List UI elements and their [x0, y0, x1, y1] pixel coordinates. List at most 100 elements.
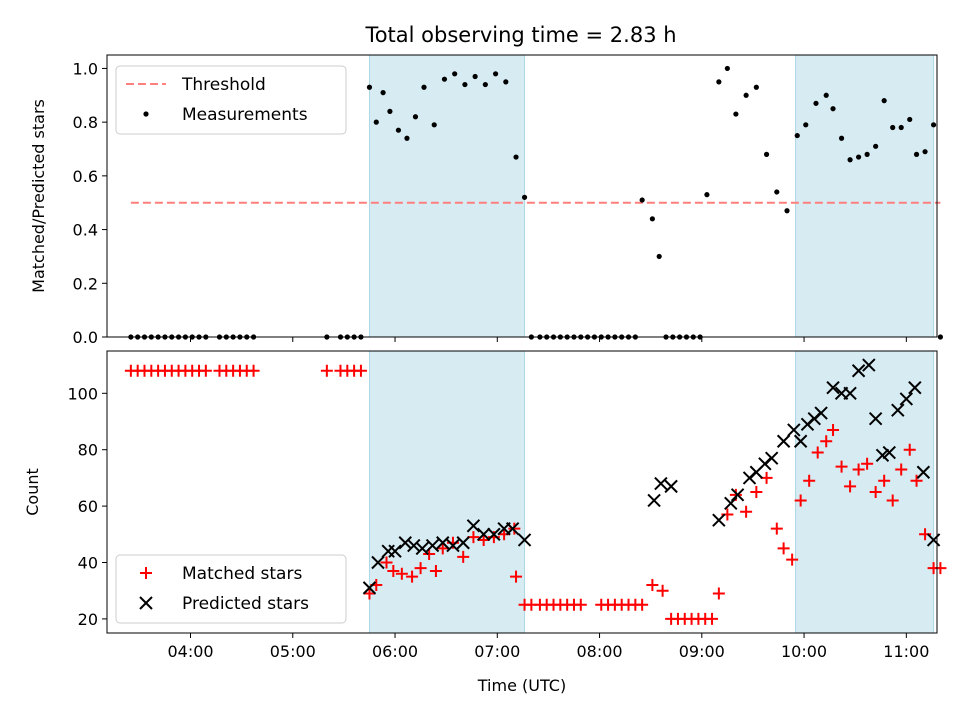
- matched-star-point: [656, 584, 669, 597]
- predicted-star-point: [926, 533, 941, 547]
- matched-star-point: [895, 463, 908, 476]
- y-tick-label: 20: [78, 610, 98, 629]
- legend-swatch: [140, 567, 152, 579]
- measurement-point: [521, 194, 528, 200]
- predicted-star-point: [476, 527, 491, 542]
- measurement-point: [492, 71, 499, 77]
- matched-star-point: [878, 474, 891, 487]
- y-tick-label: 40: [78, 554, 98, 573]
- matched-star-point: [706, 612, 719, 625]
- predicted-star-point: [505, 521, 520, 536]
- x-tick-label: 10:00: [781, 642, 827, 661]
- measurement-point: [733, 111, 739, 117]
- predicted-star-point: [456, 536, 470, 550]
- measurement-point: [395, 127, 402, 133]
- x-tick-label: 05:00: [270, 642, 316, 661]
- measurement-point: [838, 135, 845, 141]
- shaded-region: [795, 54, 935, 338]
- measurement-point: [830, 106, 836, 112]
- y-tick-label: 0.8: [73, 113, 98, 132]
- predicted-star-point: [868, 411, 883, 426]
- predicted-star-point: [862, 358, 876, 372]
- matched-star-point: [363, 587, 376, 600]
- measurement-point: [462, 81, 468, 88]
- bottom-panel-marks: [124, 358, 947, 625]
- measurement-point: [421, 84, 427, 90]
- measurement-point: [431, 122, 437, 128]
- matched-star-point: [820, 435, 833, 448]
- predicted-star-point: [664, 479, 678, 494]
- shaded-region: [795, 350, 935, 634]
- bottom-y-axis-label: Count: [23, 468, 42, 516]
- measurement-point: [898, 124, 904, 131]
- chart-title: Total observing time = 2.83 h: [364, 23, 676, 47]
- predicted-star-point: [882, 445, 896, 460]
- measurement-point: [724, 65, 730, 72]
- legend-swatch: [139, 596, 153, 610]
- measurement-point: [873, 143, 879, 149]
- bottom-panel-shaded-regions: [368, 350, 935, 634]
- measurement-point: [482, 81, 488, 88]
- shaded-region: [368, 54, 526, 338]
- measurement-point: [649, 216, 655, 222]
- matched-star-point: [869, 486, 882, 498]
- measurement-point: [937, 334, 944, 340]
- bottom-panel-frame: [106, 350, 938, 634]
- x-tick-label: 11:00: [883, 642, 929, 661]
- predicted-star-point: [916, 465, 931, 479]
- top-panel-ticks: 0.0 0.2 0.4 0.6 0.8 1.0: [73, 59, 907, 347]
- x-tick-label: 06:00: [372, 642, 418, 661]
- x-tick-label: 08:00: [576, 642, 622, 661]
- x-tick-label: 04:00: [167, 642, 213, 661]
- matched-star-point: [803, 474, 816, 487]
- y-tick-label: 0.4: [73, 221, 98, 240]
- x-axis-label: Time (UTC): [477, 676, 566, 695]
- matched-star-point: [794, 494, 807, 507]
- legend-label: Threshold: [181, 75, 266, 95]
- measurement-point: [387, 108, 393, 114]
- measurement-point: [412, 114, 419, 120]
- matched-star-point: [852, 463, 865, 476]
- predicted-star-point: [776, 434, 791, 448]
- matched-star-point: [395, 567, 408, 580]
- top-y-axis-label: Matched/Predicted stars: [29, 99, 48, 293]
- matched-star-point: [835, 460, 848, 473]
- y-tick-label: 0.0: [73, 328, 98, 347]
- matched-star-point: [429, 564, 442, 577]
- predicted-star-point: [388, 544, 402, 558]
- predicted-star-point: [730, 488, 745, 502]
- predicted-star-point: [446, 538, 460, 553]
- predicted-star-point: [899, 392, 914, 406]
- matched-star-point: [247, 364, 260, 377]
- matched-star-point: [750, 486, 763, 498]
- series-matched-stars: [124, 364, 947, 625]
- matched-star-point: [636, 598, 649, 611]
- matched-star-point: [740, 505, 753, 518]
- matched-star-point: [770, 522, 783, 535]
- matched-star-point: [436, 542, 449, 555]
- y-tick-label: 0.2: [73, 274, 98, 293]
- matched-star-point: [910, 474, 923, 487]
- bottom-panel-legend: Matched stars Predicted stars: [115, 554, 347, 624]
- matched-star-point: [354, 364, 367, 377]
- measurement-point: [881, 98, 887, 104]
- bottom-panel-ticks: 20 40 60 80 100 04:00 05:00 06:00 07:00 08:00 09:0…: [67, 384, 929, 661]
- matched-star-point: [414, 562, 427, 575]
- predicted-star-point: [398, 536, 412, 550]
- predicted-star-point: [436, 536, 450, 550]
- legend-swatch: [143, 111, 149, 117]
- matched-star-point: [320, 364, 333, 377]
- measurement-point: [823, 92, 829, 98]
- series-predicted-stars: [362, 358, 941, 595]
- top-panel-frame: [106, 54, 938, 338]
- measurement-point: [753, 84, 759, 90]
- matched-star-point: [387, 564, 400, 577]
- y-tick-label: 80: [78, 441, 98, 460]
- measurement-point: [847, 157, 853, 163]
- shaded-region: [368, 350, 526, 634]
- legend-box: [115, 65, 347, 135]
- matched-star-point: [811, 446, 824, 459]
- measurement-point: [763, 151, 770, 157]
- matched-star-point: [457, 550, 470, 563]
